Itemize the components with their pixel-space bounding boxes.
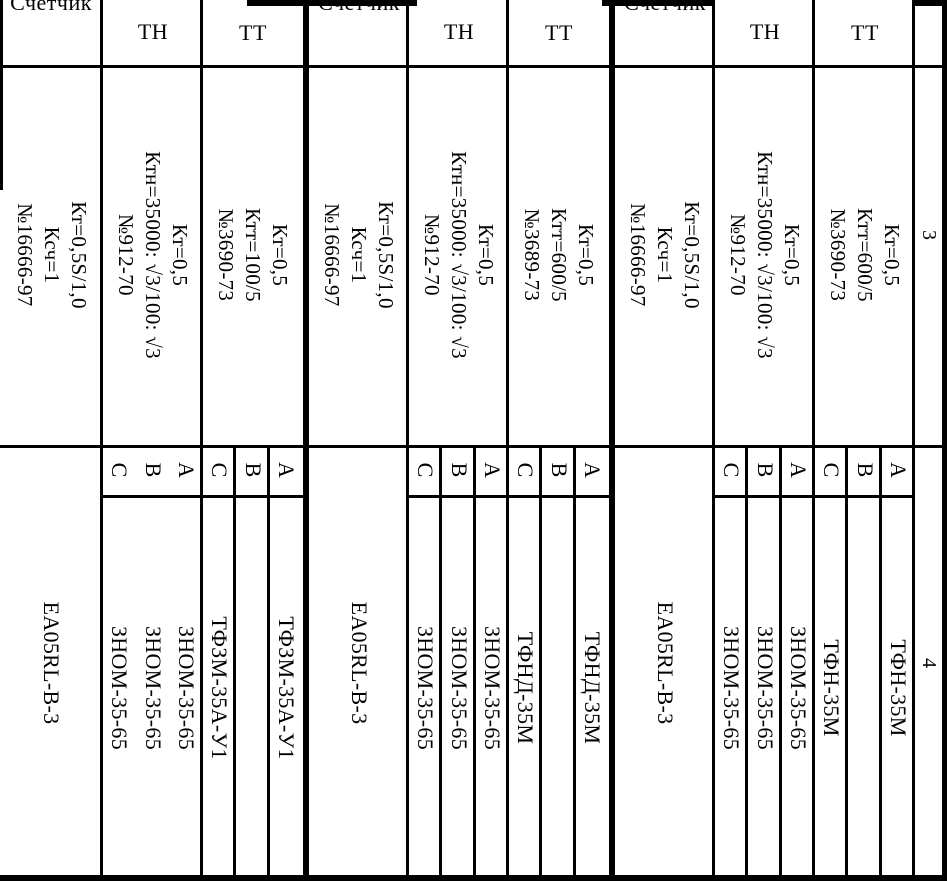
meter-specs: Кт=0,5S/1,0 Ксч=1 №16666-97 (0, 65, 103, 445)
spec-line: №912-70 (420, 214, 445, 296)
table-left-border-segment (912, 0, 947, 6)
phase-label: А (886, 462, 912, 478)
meter-type-cell: ЕА05RL-В-3 (653, 601, 678, 725)
equipment-cell: ЗНОМ-35-65 (480, 625, 506, 750)
spec-line: №16666-97 (320, 203, 345, 307)
phase-label: С (819, 462, 845, 478)
spec-line: Ктн=35000: √3/100: √3 (447, 151, 472, 359)
equipment-cell: ЗНОМ-35-65 (107, 625, 133, 750)
phase-label: В (547, 462, 572, 478)
equipment-cell (848, 495, 882, 881)
equipment-cell: ЗНОМ-35-65 (174, 625, 200, 750)
table-top-border (942, 0, 947, 881)
column-number-3: 3 (918, 230, 940, 240)
row-label-meter: Счетчик (318, 0, 400, 15)
spec-line: Ктн=35000: √3/100: √3 (753, 151, 778, 359)
spec-line: Кт=0,5S/1,0 (67, 201, 91, 309)
spec-line: Кт=0,5 (474, 223, 499, 287)
spec-line: Ксч=1 (40, 226, 64, 284)
phase-label: С (107, 462, 133, 478)
spec-line: Ксч=1 (653, 226, 678, 284)
phase-label: А (274, 462, 300, 478)
spec-line: Кт=0,5 (268, 223, 293, 287)
equipment-cell: ТФНД-35М (580, 631, 606, 745)
vt-specs: Кт=0,5 Ктн=35000: √3/100: √3 №912-70 (409, 65, 509, 445)
vt-specs: Кт=0,5 Ктн=35000: √3/100: √3 №912-70 (715, 65, 815, 445)
equipment-cell: ТФН-35М (819, 639, 845, 737)
spec-line: №16666-97 (13, 203, 37, 307)
ct-specs: Кт=0,5 Ктт=600/5 №3689-73 (509, 65, 609, 445)
equipment-cell: ЗНОМ-35-65 (786, 625, 812, 750)
equipment-cell (542, 495, 576, 881)
phase-label: С (413, 462, 439, 478)
row-label-vt: ТН (137, 19, 169, 45)
phase-label: А (174, 462, 200, 478)
spec-line: Кт=0,5 (780, 223, 805, 287)
spec-line: Ксч=1 (347, 226, 372, 284)
row-label-meter: Счетчик (10, 0, 93, 15)
ct-specs: Кт=0,5 Ктт=600/5 №3690-73 (815, 65, 915, 445)
spec-line: Ктт=600/5 (547, 208, 572, 302)
meter-specs: Кт=0,5S/1,0 Ксч=1 №16666-97 (309, 65, 409, 445)
spec-line: №3690-73 (826, 208, 851, 302)
equipment-cell: ЗНОМ-35-65 (413, 625, 439, 750)
phase-label: С (513, 462, 539, 478)
meter-type-cell: ЕА05RL-В-3 (347, 601, 372, 725)
spec-line: Кт=0,5 (574, 223, 599, 287)
equipment-cell: ЗНОМ-35-65 (141, 625, 166, 750)
row-label-vt: ТН (749, 19, 781, 45)
spec-line: №3689-73 (520, 208, 545, 302)
ct-specs: Кт=0,5 Ктт=100/5 №3690-73 (203, 65, 303, 445)
meter-specs: Кт=0,5S/1,0 Ксч=1 №16666-97 (615, 65, 715, 445)
equipment-cell: ТФНД-35М (513, 631, 539, 745)
row-label-ct: ТТ (851, 19, 879, 45)
equipment-cell: ТФЗМ-35А-У1 (207, 616, 233, 760)
row-label-vt: ТН (443, 19, 475, 45)
spec-line: №16666-97 (626, 203, 651, 307)
spec-line: Ктн=35000: √3/100: √3 (141, 151, 166, 359)
row-label-ct: ТТ (545, 19, 573, 45)
phase-label: А (480, 462, 506, 478)
spec-line: №3690-73 (214, 208, 239, 302)
spec-line: Кт=0,5 (880, 223, 905, 287)
phase-label: В (141, 462, 166, 478)
phase-label: С (207, 462, 233, 478)
equipment-cell: ТФЗМ-35А-У1 (274, 616, 300, 760)
equipment-cell (236, 495, 270, 881)
phase-label: В (447, 462, 472, 478)
vt-specs: Кт=0,5 Ктн=35000: √3/100: √3 №912-70 (103, 65, 203, 445)
column-number-4: 4 (918, 658, 940, 668)
equipment-cell: ЗНОМ-35-65 (447, 625, 472, 750)
phase-label: В (853, 462, 878, 478)
row-label-ct: ТТ (239, 19, 267, 45)
equipment-cell: ТФН-35М (886, 639, 912, 737)
row-label-meter: Счетчик (624, 0, 706, 15)
phase-label: С (719, 462, 745, 478)
spec-line: Кт=0,5S/1,0 (680, 201, 705, 309)
spec-line: №912-70 (726, 214, 751, 296)
spec-line: Кт=0,5 (168, 223, 193, 287)
spec-line: №912-70 (114, 214, 139, 296)
equipment-cell: ЗНОМ-35-65 (753, 625, 778, 750)
spec-line: Кт=0,5S/1,0 (374, 201, 399, 309)
equipment-cell: ЗНОМ-35-65 (719, 625, 745, 750)
phase-label: В (241, 462, 266, 478)
phase-label: А (786, 462, 812, 478)
phase-label: В (753, 462, 778, 478)
spec-line: Ктт=100/5 (241, 208, 266, 302)
phase-label: А (580, 462, 606, 478)
meter-type-cell: ЕА05RL-В-3 (39, 601, 65, 725)
spec-line: Ктт=600/5 (853, 208, 878, 302)
